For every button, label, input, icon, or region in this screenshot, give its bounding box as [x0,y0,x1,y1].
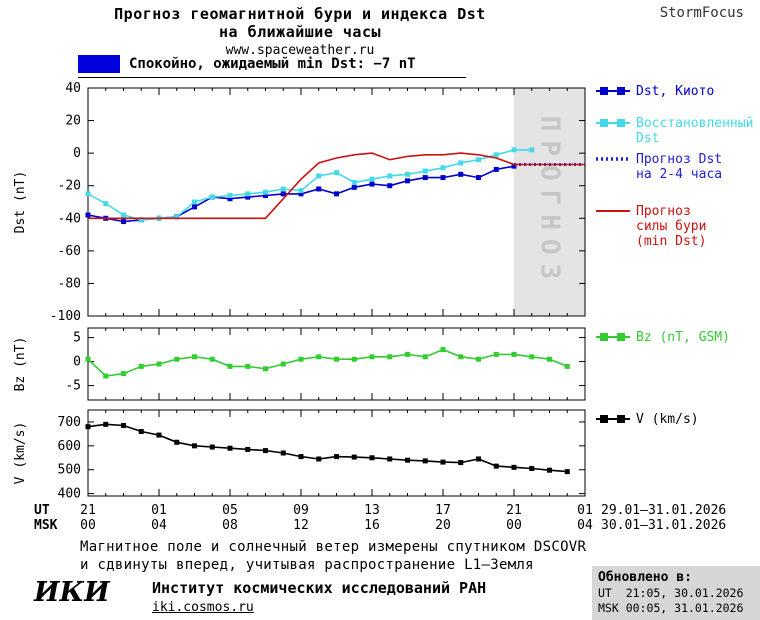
forecast-label: ПРОГНОЗ [535,116,565,289]
legend-bz: Bz (nT, GSM) [596,330,760,345]
msk-tick-label: 12 [293,518,309,533]
footnote-line1: Магнитное поле и солнечный ветер измерен… [80,539,587,555]
storm-strength-legend-marker [596,210,630,212]
msk-tick-label: 00 [506,518,522,533]
panel-border [87,409,586,497]
reconstructed-dst-legend-marker [596,119,630,127]
msk-tick-label: 08 [222,518,238,533]
y-tick-label: -60 [58,244,81,259]
dst-kyoto-legend-marker [596,87,630,95]
y-tick-label: 500 [58,463,81,478]
ut-tick-label: 01 [577,503,593,518]
v-legend-marker [596,415,630,423]
y-tick-label: -40 [58,211,81,226]
y-tick-label: 40 [65,81,81,96]
legend-forecast-dst: Прогноз Dst на 2-4 часа [596,152,736,182]
y-tick-label: 0 [73,146,81,161]
panel-border [87,327,586,401]
panel-v: 700 600 500 400 V (km/s) [13,409,586,502]
status-swatch [78,55,120,73]
iki-site-link[interactable]: iki.cosmos.ru [152,600,254,615]
y-tick-label: 20 [65,114,81,129]
updated-ut: UT 21:05, 30.01.2026 [598,586,744,600]
updated-msk: MSK 00:05, 31.01.2026 [598,601,744,615]
ut-tick-label: 09 [293,503,309,518]
msk-tick-label: 16 [364,518,380,533]
updated-box: Обновлено в: UT 21:05, 30.01.2026 MSK 00… [592,566,760,620]
status-text: Спокойно, ожидаемый min Dst: −7 nT [129,56,416,72]
legend-reconstructed-dst: Восстановленный Dst [596,116,760,146]
bz-legend-marker [596,333,630,341]
ut-tick-label: 21 [506,503,522,518]
legend-label-v: V (km/s) [636,412,699,427]
legend-label-dst-kyoto: Dst, Киото [636,84,715,99]
ut-tick-label: 01 [151,503,167,518]
chart-svg: ПРОГНОЗ 40 20 0 -20 -40 -60 -80 -100 Dst (nT) 5 0 -5… [13,81,726,533]
ut-date-range: 29.01–31.01.2026 [601,503,726,518]
page-title: Прогноз геомагнитной бури и индекса Dst [114,5,486,23]
y-tick-label: -80 [58,276,81,291]
legend-label-reconstructed-dst: Восстановленный Dst [636,116,754,146]
msk-tick-label: 20 [435,518,451,533]
series-bz [85,347,570,379]
status-legend: Спокойно, ожидаемый min Dst: −7 nT [78,55,466,78]
msk-date-range: 30.01–31.01.2026 [601,518,726,533]
msk-tick-label: 04 [577,518,593,533]
title-block: Прогноз геомагнитной бури и индекса Dst … [55,5,545,58]
legend-storm-strength: Прогноз силы бури (min Dst) [596,204,718,249]
legend-label-forecast-dst: Прогноз Dst на 2-4 часа [636,152,723,182]
ut-tick-label: 17 [435,503,451,518]
y-tick-label: 700 [58,415,81,430]
legend-label-storm-strength: Прогноз силы бури (min Dst) [636,204,707,249]
spaceweather-link[interactable]: www.spaceweather.ru [225,43,375,58]
brand-label: StormFocus [659,5,744,21]
y-axis-label: Bz (nT) [13,337,28,392]
panel-border [87,87,586,317]
panel-dst: ПРОГНОЗ 40 20 0 -20 -40 -60 -80 -100 Dst (nT) [13,81,586,324]
forecast-dst-legend-marker [596,157,630,161]
forecast-region [514,88,585,316]
institute-name: Институт космических исследований РАН [152,579,487,597]
y-tick-label: -5 [65,379,81,394]
page-title-line2: на ближайшие часы [218,23,382,41]
ut-tick-label: 05 [222,503,238,518]
msk-axis-label: MSK [34,518,58,533]
y-tick-label: 400 [58,487,81,502]
y-tick-label: -20 [58,179,81,194]
updated-label: Обновлено в: [598,570,692,585]
series-storm-strength-forecast [88,152,585,220]
footnote-line2: и сдвинуты вперед, учитывая распростране… [80,557,534,573]
series-reconstructed-dst [85,147,535,223]
legend-label-bz: Bz (nT, GSM) [636,330,730,345]
iki-logo: ИКИ [34,577,110,608]
y-axis-label: Dst (nT) [13,171,28,234]
series-solar-wind-speed [85,421,570,475]
y-tick-label: -100 [50,309,81,324]
legend-v: V (km/s) [596,412,760,427]
msk-tick-label: 00 [80,518,96,533]
panel-bz: 5 0 -5 Bz (nT) [13,327,586,401]
y-tick-label: 5 [73,331,81,346]
ut-tick-label: 13 [364,503,380,518]
ut-axis-label: UT [34,503,50,518]
y-tick-label: 600 [58,439,81,454]
ut-tick-label: 21 [80,503,96,518]
y-tick-label: 0 [73,355,81,370]
legend-dst-kyoto: Dst, Киото [596,84,760,99]
msk-tick-label: 04 [151,518,167,533]
y-axis-label: V (km/s) [13,422,28,485]
series-dst-kyoto [85,163,517,225]
